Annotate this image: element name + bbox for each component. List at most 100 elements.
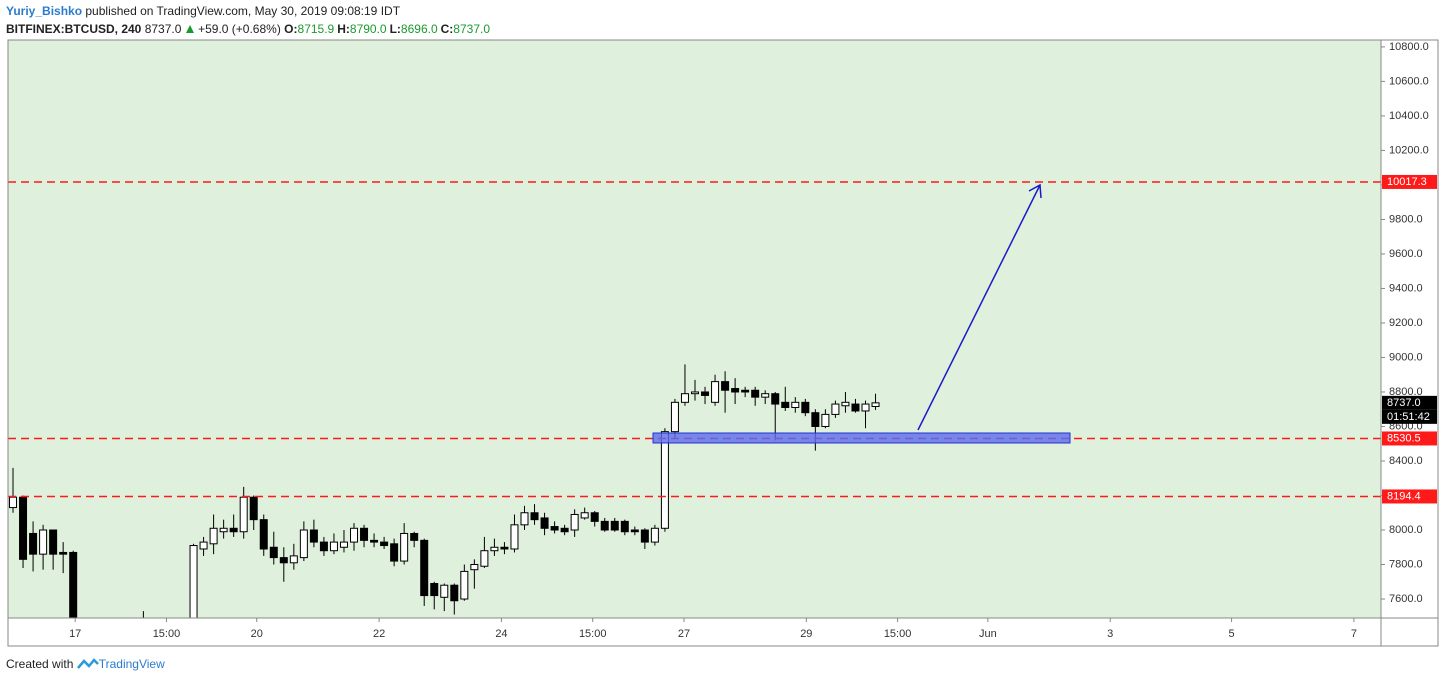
candle-body (189, 545, 198, 618)
candle-body (701, 391, 710, 396)
candle-body (380, 541, 389, 547)
candle-body (130, 637, 137, 642)
candle-body (811, 412, 820, 427)
candle-body (480, 550, 489, 567)
candle-body (691, 391, 700, 395)
candle-body (299, 529, 308, 559)
level-label-box (1382, 174, 1437, 189)
candle-body (791, 401, 800, 409)
axes: 7600.0 7800.0 8000.0 8200.0 8400.0 8600.0 8800… (69, 41, 1437, 640)
candle-body (199, 541, 208, 550)
candle-body (49, 529, 58, 555)
candle-body (851, 403, 860, 412)
x-tick-label: 29 (800, 628, 812, 640)
x-tick-label: 5 (1229, 628, 1235, 640)
created: Created with (6, 657, 74, 671)
ohlc-value: 8790.0 (349, 22, 387, 36)
candle-body (309, 529, 318, 543)
candle-body (150, 634, 157, 644)
candle-body (781, 401, 790, 409)
candle-body (239, 496, 248, 533)
candle-body (570, 513, 579, 531)
candle-body (279, 557, 288, 564)
candle-body (580, 512, 589, 519)
candle-body (500, 546, 509, 550)
candle-body (9, 496, 18, 509)
candle-body (69, 551, 78, 618)
arrow-head (1028, 183, 1042, 199)
y-tick-label: 8200.0 (1389, 489, 1423, 501)
candle-body (540, 517, 549, 529)
ohlc-value: 8696.0 (400, 22, 438, 36)
candle-body (339, 541, 348, 548)
candle-body (410, 532, 419, 541)
brand[interactable]: TradingView (98, 657, 165, 671)
target-arrow (917, 184, 1041, 431)
candle-body (440, 584, 449, 598)
y-tick-label: 8000.0 (1389, 524, 1423, 536)
frame (7, 39, 1439, 647)
candle-body (841, 401, 850, 407)
ohlc-value: 8715.9 (297, 22, 335, 36)
x-tick-label: 27 (678, 628, 690, 640)
candle-body (711, 381, 720, 403)
plot-background (8, 40, 1381, 618)
candle-body (731, 388, 740, 393)
x-tick-label: 15:00 (153, 628, 181, 640)
candle-body (420, 539, 429, 597)
candle-body (600, 520, 609, 531)
candle-body (160, 644, 167, 649)
level-label-box (1382, 489, 1437, 504)
candle-body (530, 512, 539, 521)
candle-body (660, 431, 669, 529)
footer: Created with TradingView (6, 657, 165, 671)
candle-body (229, 527, 238, 533)
candle-body (120, 642, 127, 651)
candle-body (510, 524, 519, 550)
logo (76, 658, 99, 669)
candle-body (821, 413, 830, 427)
candle-body (771, 393, 780, 405)
candle-body (370, 539, 379, 543)
candle-body (630, 529, 639, 533)
candle-body (761, 393, 770, 398)
y-tick-label: 9400.0 (1389, 282, 1423, 294)
candle-body (650, 527, 659, 543)
level-label: 8194.4 (1387, 490, 1421, 502)
level-label: 8530.5 (1387, 432, 1421, 444)
candle-body (610, 520, 619, 531)
x-tick-label: 24 (495, 628, 507, 640)
header-line-2: BITFINEX:BTCUSD, 240 8737.0 +59.0 (+0.68… (6, 22, 493, 36)
candle-body (319, 541, 328, 552)
level-label-box (1382, 431, 1437, 446)
candle-body (751, 389, 760, 398)
candle-body (90, 647, 97, 654)
candle-body (861, 403, 870, 412)
countdown-box (1382, 409, 1437, 424)
candle-body (620, 520, 629, 533)
ohlc-label: C: (440, 22, 454, 36)
candle-body (640, 529, 649, 543)
y-tick-label: 10200.0 (1389, 144, 1429, 156)
candle-body (590, 512, 599, 522)
x-tick-label: 15:00 (579, 628, 607, 640)
candle-body (39, 529, 48, 555)
y-tick-label: 8400.0 (1389, 455, 1423, 467)
last-price-box (1382, 395, 1437, 410)
candle-body (350, 527, 359, 543)
published: published on TradingView.com, May 30, 20… (85, 4, 401, 18)
candle-body (450, 584, 459, 602)
y-tick-label: 8600.0 (1389, 420, 1423, 432)
y-tick-label: 7600.0 (1389, 593, 1423, 605)
candle-body (520, 512, 529, 526)
candle-body (360, 527, 369, 541)
ohlc-value: 8737.0 (453, 22, 490, 36)
last-price-label: 8737.0 (1387, 397, 1421, 409)
candle-body (801, 401, 810, 414)
y-tick-label: 10000.0 (1389, 179, 1429, 191)
author[interactable]: Yuriy_Bishko (6, 4, 83, 18)
x-tick-label: 17 (69, 628, 81, 640)
candle-body (180, 646, 187, 651)
ohlc: O:8715.9 H:8790.0 L:8696.0 C:8737.0 (284, 22, 493, 36)
